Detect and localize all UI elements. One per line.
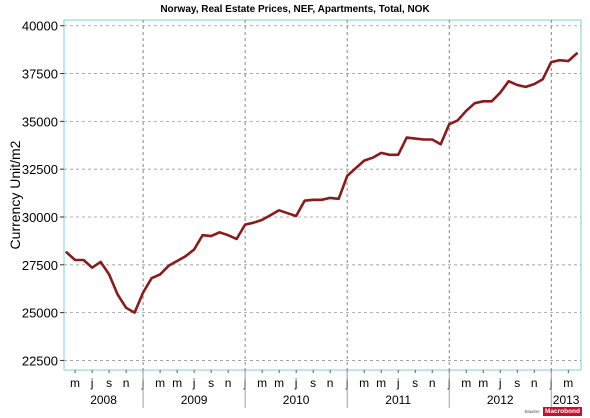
x-tick-label: s xyxy=(412,376,418,390)
x-tick-label: j xyxy=(549,376,553,390)
x-tick-label: m xyxy=(257,376,267,390)
x-tick-label: m xyxy=(70,376,80,390)
x-tick-label: m xyxy=(461,376,471,390)
x-tick-label: m xyxy=(376,376,386,390)
x-tick-label: n xyxy=(429,376,436,390)
x-tick-label: j xyxy=(345,376,349,390)
x-tick-label: j xyxy=(294,376,298,390)
x-tick-label: n xyxy=(123,376,130,390)
x-tick-label: j xyxy=(498,376,502,390)
x-year-label: 2012 xyxy=(487,393,514,407)
x-tick-label: s xyxy=(310,376,316,390)
plot-frame xyxy=(63,19,582,371)
x-tick-label: j xyxy=(192,376,196,390)
x-year-label: 2009 xyxy=(181,393,208,407)
x-tick-label: s xyxy=(208,376,214,390)
y-tick-label: 37500 xyxy=(22,67,58,82)
x-tick-label: m xyxy=(563,376,573,390)
x-tick-label: j xyxy=(243,376,247,390)
x-tick-label: j xyxy=(447,376,451,390)
x-tick-label: m xyxy=(172,376,182,390)
source-label: Source: xyxy=(524,409,540,414)
x-tick-label: s xyxy=(514,376,520,390)
y-tick-label: 32500 xyxy=(22,162,58,177)
source-credit: Source: Macrobond xyxy=(524,407,582,416)
x-tick-label: n xyxy=(327,376,334,390)
x-tick-label: n xyxy=(531,376,538,390)
y-tick-label: 25000 xyxy=(22,306,58,321)
chart-title: Norway, Real Estate Prices, NEF, Apartme… xyxy=(160,4,430,15)
x-tick-label: m xyxy=(274,376,284,390)
x-tick-label: j xyxy=(141,376,145,390)
y-axis-title: Currency Unit/m2 xyxy=(7,140,23,249)
x-tick-label: s xyxy=(106,376,112,390)
macrobond-logo: Macrobond xyxy=(542,407,582,416)
x-tick-label: m xyxy=(478,376,488,390)
y-tick-label: 22500 xyxy=(22,353,58,368)
x-tick-label: m xyxy=(155,376,165,390)
x-tick-label: j xyxy=(90,376,94,390)
x-tick-label: n xyxy=(225,376,232,390)
y-tick-label: 35000 xyxy=(22,114,58,129)
x-year-label: 2010 xyxy=(283,393,310,407)
y-tick-label: 40000 xyxy=(22,19,58,34)
x-tick-label: j xyxy=(396,376,400,390)
series-line xyxy=(65,52,579,314)
x-year-label: 2011 xyxy=(385,393,411,407)
x-year-label: 2013 xyxy=(553,393,580,407)
x-year-label: 2008 xyxy=(90,393,117,407)
y-tick-label: 30000 xyxy=(22,210,58,225)
y-tick-label: 27500 xyxy=(22,258,58,273)
x-tick-label: m xyxy=(359,376,369,390)
